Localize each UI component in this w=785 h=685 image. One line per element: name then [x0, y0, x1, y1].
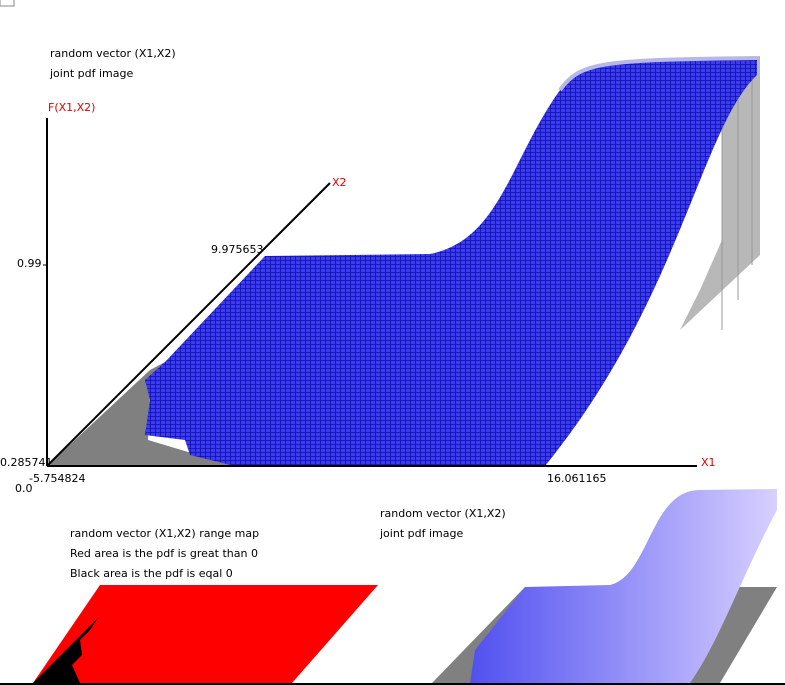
caption: random vector (X1,X2) range map [70, 527, 259, 540]
pdf-surface [145, 58, 757, 466]
caption: Black area is the pdf is eqal 0 [70, 567, 233, 580]
small-plot: random vector (X1,X2) joint pdf image [379, 489, 777, 683]
z-tick-label: 0.285741 [0, 456, 53, 469]
z-axis-label: F(X1,X2) [48, 101, 95, 114]
main-plot: random vector (X1,X2) joint pdf image F(… [0, 47, 760, 495]
caption: random vector (X1,X2) [380, 507, 506, 520]
x2-max-label: 9.975653 [211, 243, 264, 256]
pdf-surface [470, 489, 777, 683]
positive-region [33, 585, 378, 683]
z-origin-label: 0.0 [15, 482, 33, 495]
range-map: random vector (X1,X2) range map Red area… [33, 527, 378, 683]
x1-max-label: 16.061165 [547, 472, 607, 485]
x2-axis-label: X2 [332, 176, 347, 189]
surface-edge [558, 56, 758, 92]
x1-axis-label: X1 [701, 456, 716, 469]
checkbox[interactable] [0, 0, 15, 7]
x1-min-label: -5.754824 [29, 472, 85, 485]
zero-region [33, 618, 98, 683]
caption: joint pdf image [379, 527, 463, 540]
z-tick-label: 0.99 [17, 257, 42, 270]
x2-axis [46, 182, 331, 467]
caption: Red area is the pdf is great than 0 [70, 547, 258, 560]
surface-side [680, 56, 760, 330]
caption: random vector (X1,X2) [50, 47, 176, 60]
caption: joint pdf image [49, 67, 133, 80]
zero-region [47, 362, 235, 466]
